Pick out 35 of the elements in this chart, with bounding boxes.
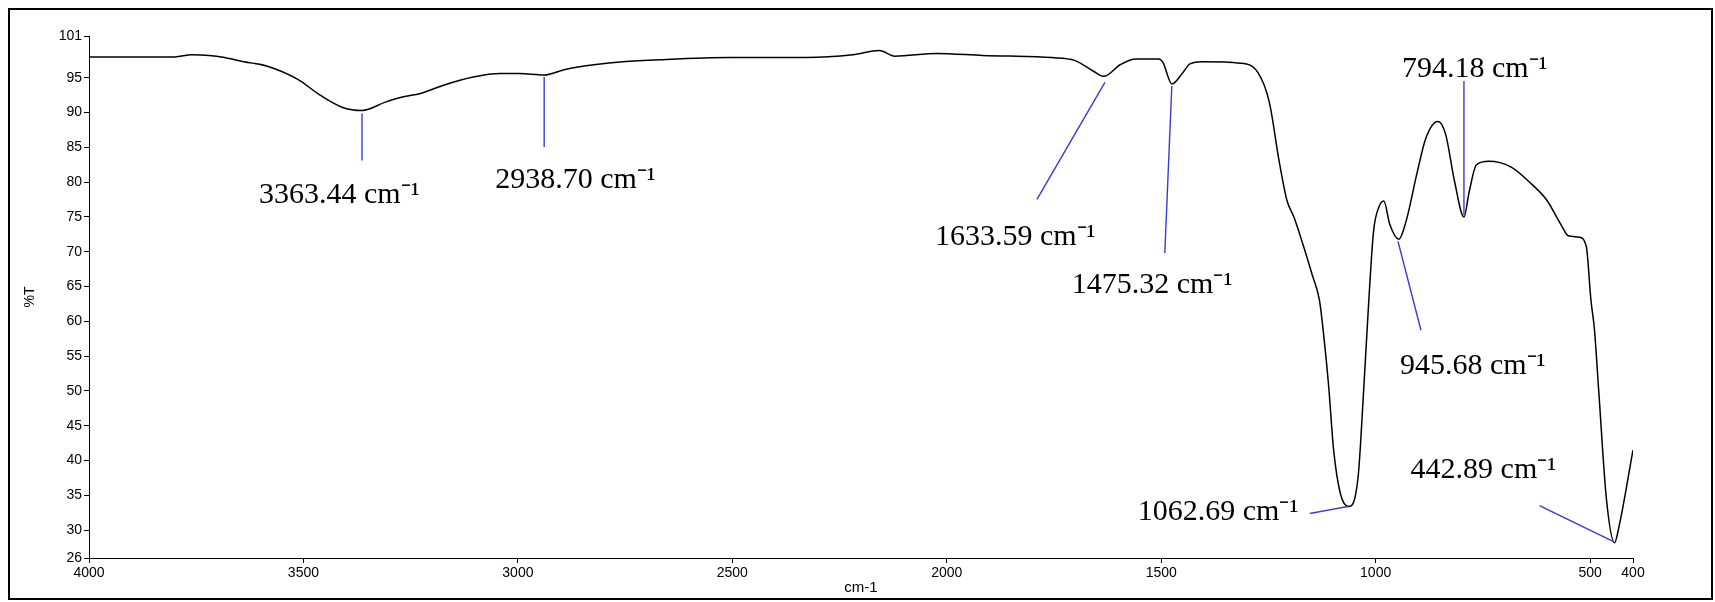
y-tick-label: 101 (58, 26, 83, 43)
annotation: 1633.59 cm⁻¹ (934, 218, 1096, 252)
x-tick-label: 400 (1621, 564, 1645, 581)
x-axis-title: cm-1 (844, 578, 878, 596)
annotation: 945.68 cm⁻¹ (1399, 347, 1546, 381)
y-tick-label: 40 (66, 451, 83, 468)
x-tick-label: 2500 (716, 564, 749, 581)
x-tick-label: 500 (1578, 564, 1602, 581)
y-tick-label: 26 (66, 548, 83, 565)
y-tick-label: 65 (66, 277, 83, 294)
annotation: 1475.32 cm⁻¹ (1071, 266, 1233, 300)
y-tick-label: 85 (66, 138, 83, 155)
y-tick-label: 50 (66, 381, 83, 398)
y-tick-label: 55 (66, 347, 83, 364)
y-tick-label: 35 (66, 486, 83, 503)
x-tick-label: 3500 (287, 564, 320, 581)
y-tick-label: 90 (66, 103, 83, 120)
y-tick-label: 45 (66, 416, 83, 433)
y-tick-label: 60 (66, 312, 83, 329)
y-tick-label: 75 (66, 207, 83, 224)
y-tick-label: 80 (66, 173, 83, 190)
annotation: 3363.44 cm⁻¹ (259, 176, 420, 210)
x-tick-label: 1000 (1360, 564, 1392, 581)
x-tick-label: 3000 (502, 564, 534, 581)
x-tick-label: 1500 (1145, 564, 1177, 581)
annotation: 442.89 cm⁻¹ (1410, 450, 1557, 484)
y-tick-label: 30 (66, 521, 83, 538)
annotation: 2938.70 cm⁻¹ (495, 160, 656, 194)
x-tick-label: 4000 (73, 564, 105, 581)
y-axis-title: %T (21, 286, 38, 308)
x-tick-label: 2000 (931, 564, 963, 581)
y-tick-label: 95 (66, 68, 83, 85)
y-tick-label: 70 (66, 242, 83, 259)
annotation: 1062.69 cm⁻¹ (1137, 493, 1299, 527)
annotation: 794.18 cm⁻¹ (1401, 49, 1548, 83)
